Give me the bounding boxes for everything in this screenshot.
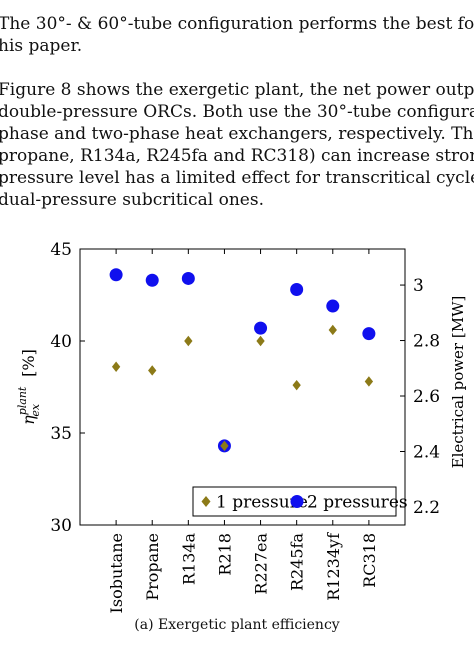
text-line: The 30°- & 60°-tube configuration perfor… (0, 14, 474, 34)
point-1-pressure (111, 361, 121, 372)
point-2-pressures (109, 268, 123, 282)
left-tick-label: 30 (50, 516, 72, 536)
legend-marker-2-pressures (290, 495, 304, 508)
text-line: pressure level has a limited effect for … (0, 168, 474, 188)
y-label-superscript: plant (16, 386, 29, 415)
x-tick-label: R218 (215, 533, 234, 576)
right-tick-label: 2.8 (413, 332, 440, 352)
point-2-pressures (181, 271, 195, 285)
x-tick-label: R227ea (252, 533, 271, 595)
point-1-pressure (364, 376, 374, 387)
right-tick-label: 2.6 (413, 387, 440, 407)
text-line: Figure 8 shows the exergetic plant, the … (0, 80, 474, 100)
point-1-pressure (328, 324, 337, 336)
point-2-pressures (290, 282, 304, 296)
left-tick-label: 40 (50, 332, 72, 352)
plot-frame (79, 248, 406, 526)
legend: 1 pressure 2 pressures (192, 486, 408, 517)
text-line: dual-pressure subcritical ones. (0, 190, 264, 210)
figure-caption: (a) Exergetic plant efficiency (134, 617, 340, 633)
point-1-pressure (220, 440, 229, 452)
x-tick-label: RC318 (360, 533, 379, 588)
point-2-pressures (254, 321, 268, 335)
y-axis-label-left: ηplantex [%] (16, 349, 42, 425)
text-line: phase and two-phase heat exchangers, res… (0, 124, 474, 144)
x-axis: Isobutane Propane R134a R218 R227ea R245fa R12… (107, 249, 379, 613)
point-2-pressures (326, 299, 340, 313)
x-tick-label: R245fa (288, 533, 307, 592)
point-2-pressures (145, 273, 159, 287)
text-line: his paper. (0, 36, 83, 56)
right-axis: 2.2 2.4 2.6 2.8 3 (400, 276, 440, 518)
text-line: propane, R134a, R245fa and RC318) can in… (0, 146, 474, 166)
y-label-subscript: ex (29, 403, 42, 417)
data-points (109, 268, 376, 453)
right-tick-label: 2.4 (413, 442, 440, 462)
paragraph-figure-description: Figure 8 shows the exergetic plant, the … (0, 79, 474, 211)
y-axis-label-right: Electrical power [MW] (449, 296, 467, 469)
plot-border (79, 248, 406, 526)
point-1-pressure (256, 335, 265, 347)
left-tick-label: 45 (50, 240, 72, 260)
x-tick-label: R1234yf (324, 532, 343, 601)
x-tick-label: R134a (179, 533, 198, 586)
point-1-pressure (292, 379, 301, 391)
legend-label-1-pressure: 1 pressure (216, 493, 308, 513)
y-label-unit: [%] (19, 349, 38, 382)
legend-label-2-pressures: 2 pressures (307, 493, 408, 513)
legend-marker-1-pressure (201, 496, 211, 507)
paragraph-intro: The 30°- & 60°-tube configuration perfor… (0, 13, 474, 57)
x-tick-label: Isobutane (107, 533, 126, 613)
point-1-pressure (184, 335, 193, 347)
point-2-pressures (362, 327, 376, 341)
right-tick-label: 3 (413, 276, 424, 296)
point-1-pressure (148, 365, 157, 376)
y-label-symbol: η (19, 415, 38, 425)
left-axis: 30 35 40 45 (50, 240, 85, 536)
right-tick-label: 2.2 (413, 498, 440, 518)
x-tick-label: Propane (143, 533, 162, 601)
left-tick-label: 35 (50, 424, 72, 444)
y-axis-label-left-text: ηplantex [%] (16, 349, 42, 425)
text-line: double-pressure ORCs. Both use the 30°-t… (0, 102, 474, 122)
